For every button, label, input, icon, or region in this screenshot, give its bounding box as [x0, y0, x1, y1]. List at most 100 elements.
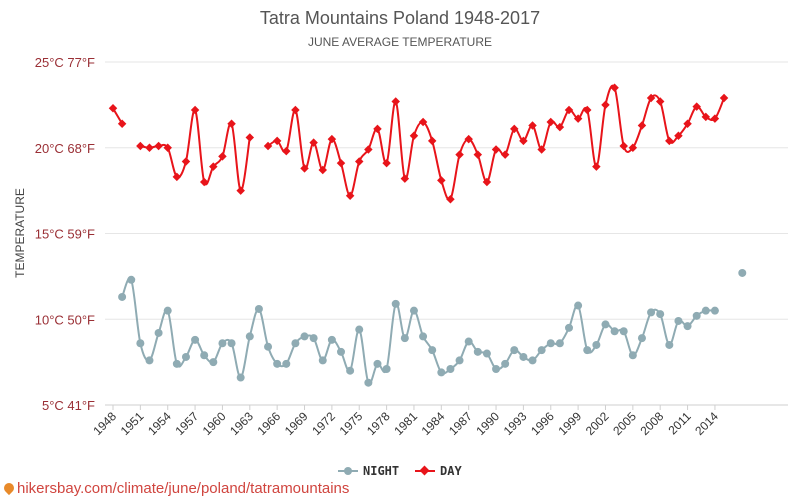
- data-point-night[interactable]: [236, 373, 245, 382]
- data-point-day[interactable]: [336, 158, 346, 168]
- data-point-night[interactable]: [574, 301, 583, 310]
- data-point-night[interactable]: [227, 339, 236, 348]
- data-point-day[interactable]: [181, 157, 191, 166]
- data-point-night[interactable]: [601, 320, 610, 329]
- data-point-night[interactable]: [300, 332, 309, 341]
- data-point-night[interactable]: [391, 299, 400, 308]
- data-point-night[interactable]: [665, 340, 674, 349]
- data-point-night[interactable]: [337, 347, 345, 356]
- data-point-night[interactable]: [181, 352, 190, 361]
- data-point-day[interactable]: [719, 93, 729, 103]
- data-point-day[interactable]: [382, 158, 391, 168]
- data-point-night[interactable]: [346, 366, 355, 375]
- data-point-day[interactable]: [455, 150, 464, 159]
- data-point-night[interactable]: [710, 306, 719, 315]
- source-link[interactable]: hikersbay.com/climate/june/poland/tatram…: [1, 480, 349, 497]
- data-point-day[interactable]: [263, 141, 273, 151]
- data-point-day[interactable]: [665, 136, 674, 146]
- data-point-day[interactable]: [619, 141, 628, 151]
- data-point-day[interactable]: [245, 133, 255, 142]
- data-point-night[interactable]: [200, 351, 209, 360]
- data-point-night[interactable]: [501, 359, 510, 368]
- data-point-night[interactable]: [264, 342, 273, 351]
- data-point-day[interactable]: [327, 134, 337, 144]
- data-point-night[interactable]: [245, 332, 254, 341]
- legend-item-night[interactable]: NIGHT: [338, 464, 399, 478]
- data-point-day[interactable]: [437, 176, 446, 185]
- data-point-night[interactable]: [528, 356, 537, 365]
- data-point-day[interactable]: [300, 164, 309, 173]
- legend-item-day[interactable]: DAY: [415, 464, 462, 478]
- data-point-day[interactable]: [610, 83, 619, 92]
- data-point-day[interactable]: [136, 141, 145, 151]
- data-point-night[interactable]: [409, 306, 418, 315]
- data-point-night[interactable]: [519, 352, 528, 361]
- data-point-night[interactable]: [583, 346, 592, 355]
- data-point-day[interactable]: [318, 165, 328, 175]
- data-point-day[interactable]: [637, 121, 647, 130]
- data-point-night[interactable]: [738, 268, 747, 277]
- data-point-night[interactable]: [464, 337, 473, 346]
- data-point-day[interactable]: [582, 105, 592, 115]
- data-point-night[interactable]: [701, 306, 710, 315]
- data-point-night[interactable]: [191, 335, 200, 344]
- data-point-night[interactable]: [610, 327, 619, 336]
- data-point-day[interactable]: [209, 162, 218, 171]
- data-point-day[interactable]: [446, 194, 455, 204]
- data-point-night[interactable]: [309, 334, 318, 343]
- data-point-night[interactable]: [510, 346, 519, 355]
- data-point-day[interactable]: [491, 145, 501, 154]
- data-point-night[interactable]: [692, 311, 701, 320]
- data-point-night[interactable]: [428, 346, 437, 355]
- data-point-night[interactable]: [273, 359, 282, 368]
- data-point-day[interactable]: [464, 134, 473, 144]
- data-point-day[interactable]: [500, 150, 510, 159]
- data-point-night[interactable]: [446, 364, 455, 373]
- data-point-night[interactable]: [318, 356, 327, 365]
- data-point-day[interactable]: [354, 157, 364, 166]
- data-point-night[interactable]: [254, 304, 263, 313]
- data-point-day[interactable]: [108, 104, 118, 113]
- data-point-day[interactable]: [282, 146, 291, 156]
- data-point-day[interactable]: [190, 105, 200, 115]
- data-point-night[interactable]: [656, 310, 665, 319]
- data-point-day[interactable]: [163, 143, 172, 152]
- data-point-day[interactable]: [655, 97, 665, 106]
- data-point-night[interactable]: [364, 378, 373, 387]
- data-point-night[interactable]: [172, 359, 181, 368]
- data-point-day[interactable]: [409, 131, 419, 140]
- data-point-day[interactable]: [117, 119, 127, 128]
- data-point-night[interactable]: [537, 346, 546, 355]
- data-point-day[interactable]: [236, 186, 245, 195]
- data-point-day[interactable]: [145, 143, 154, 152]
- data-point-day[interactable]: [373, 124, 382, 134]
- data-point-night[interactable]: [145, 356, 154, 365]
- data-point-day[interactable]: [418, 117, 428, 127]
- data-point-night[interactable]: [437, 368, 446, 377]
- data-point-night[interactable]: [565, 323, 573, 332]
- data-point-night[interactable]: [674, 316, 683, 325]
- data-point-night[interactable]: [154, 328, 163, 337]
- data-point-night[interactable]: [218, 339, 227, 348]
- data-point-day[interactable]: [291, 105, 300, 115]
- data-point-night[interactable]: [291, 339, 300, 348]
- data-point-night[interactable]: [209, 358, 218, 367]
- data-point-night[interactable]: [382, 364, 391, 373]
- data-point-day[interactable]: [345, 191, 355, 201]
- data-point-night[interactable]: [455, 356, 464, 365]
- data-point-day[interactable]: [391, 97, 400, 106]
- data-point-night[interactable]: [492, 364, 501, 373]
- data-point-night[interactable]: [683, 322, 692, 331]
- data-point-day[interactable]: [592, 162, 601, 171]
- data-point-night[interactable]: [619, 327, 628, 336]
- data-point-day[interactable]: [364, 145, 373, 154]
- data-point-day[interactable]: [546, 117, 556, 127]
- data-point-night[interactable]: [400, 334, 409, 343]
- data-point-day[interactable]: [427, 136, 437, 146]
- data-point-day[interactable]: [482, 177, 492, 187]
- data-point-night[interactable]: [546, 339, 555, 348]
- data-point-night[interactable]: [136, 339, 145, 348]
- data-point-day[interactable]: [510, 124, 519, 134]
- data-point-night[interactable]: [327, 335, 336, 344]
- data-point-day[interactable]: [309, 138, 318, 147]
